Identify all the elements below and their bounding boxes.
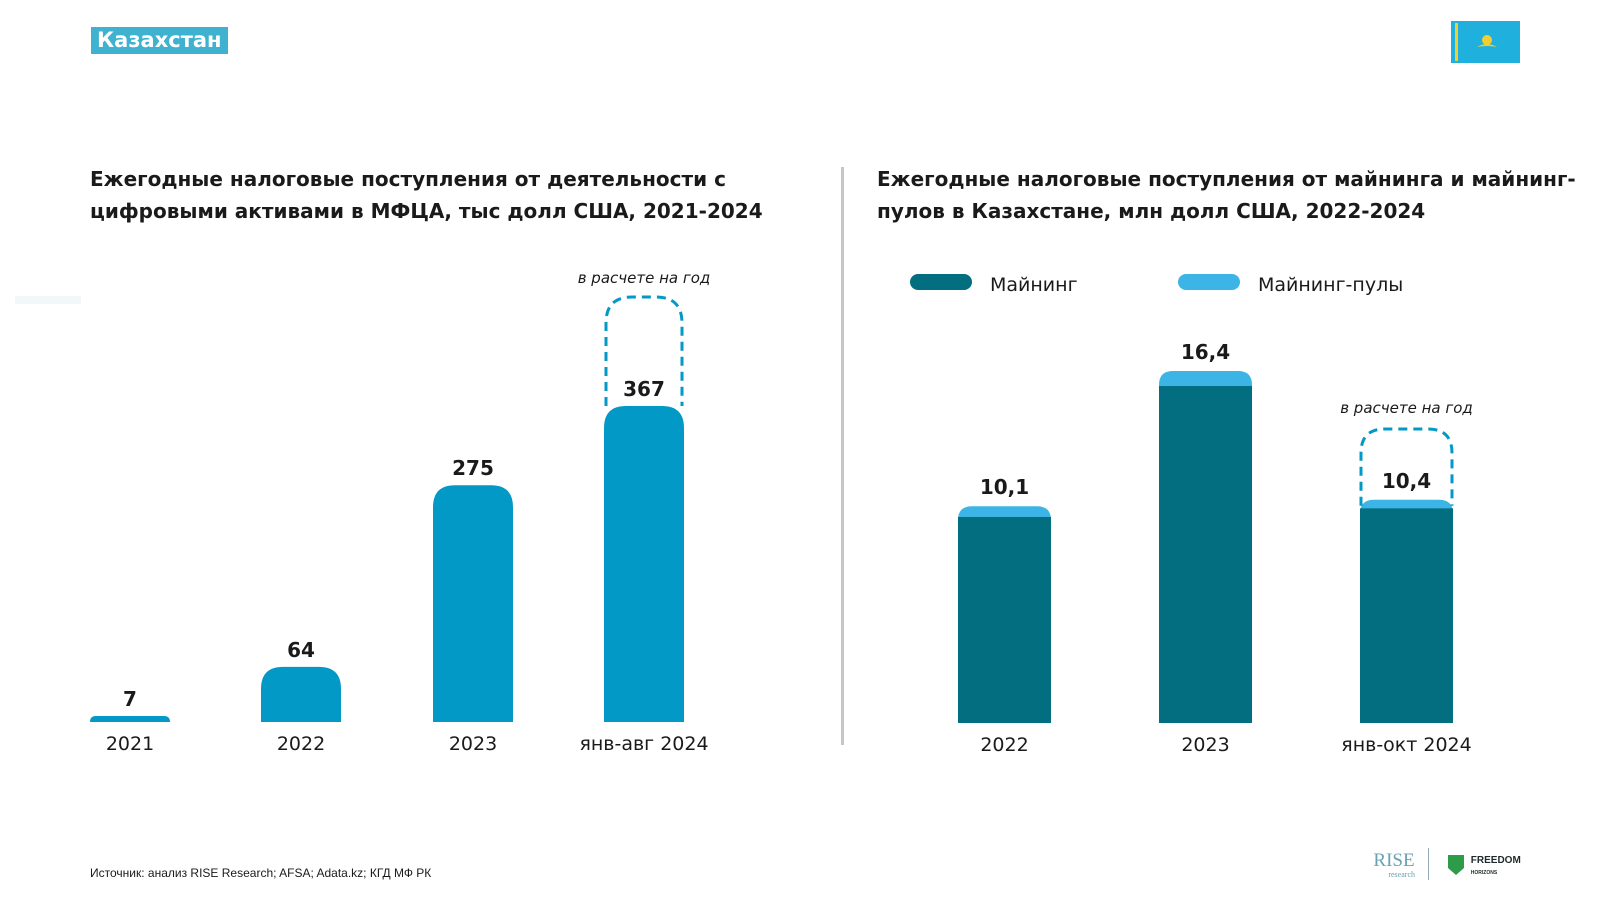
bar-2023: [433, 485, 513, 722]
value-label-янв-авг 2024: 367: [623, 377, 665, 401]
bar-mining-2022: [958, 516, 1051, 723]
annualized-dashed-outline: [604, 295, 684, 406]
left-bar-chart: 7 2021 64 2022 275 2023 367 янв-авг 2024 в расче…: [90, 269, 711, 755]
bar-mining-янв-окт 2024: [1360, 508, 1453, 723]
bar-mining-2023: [1159, 386, 1252, 723]
rise-logo-sub: research: [1388, 870, 1415, 879]
x-tick-янв-авг 2024: янв-авг 2024: [579, 733, 708, 755]
annualized-dashed-outline-right: [1359, 427, 1454, 506]
x-tick-2023: 2023: [1181, 734, 1229, 756]
value-label-2021: 7: [123, 687, 137, 711]
rise-logo-text: RISE: [1373, 850, 1415, 871]
rise-research-logo: RISE research: [1373, 850, 1415, 880]
total-label-2023: 16,4: [1181, 340, 1230, 364]
bar-2022: [261, 666, 341, 722]
freedom-logo-text: FREEDOM: [1470, 855, 1521, 866]
x-tick-2022: 2022: [980, 734, 1028, 756]
country-tag: Казахстан: [91, 27, 228, 54]
total-label-2022: 10,1: [980, 475, 1029, 499]
legend-label-pools: Майнинг-пулы: [1258, 274, 1403, 296]
value-label-2023: 275: [452, 456, 494, 480]
logo-separator: [1428, 848, 1429, 880]
left-chart-title: Ежегодные налоговые поступления от деяте…: [90, 167, 763, 223]
annualized-annotation: в расчете на год: [578, 269, 711, 287]
x-tick-2021: 2021: [106, 733, 154, 755]
x-tick-2022: 2022: [277, 733, 325, 755]
bar-2021: [90, 715, 170, 722]
legend-swatch-mining: [910, 274, 972, 290]
shield-icon: [1448, 855, 1464, 875]
right-stacked-bar-chart: Майнинг Майнинг-пулы 10,1 2022 16,4 2023 10,4 я…: [910, 274, 1473, 756]
source-note: Источник: анализ RISE Research; AFSA; Ad…: [90, 866, 432, 880]
x-tick-янв-окт 2024: янв-окт 2024: [1341, 734, 1471, 756]
x-tick-2023: 2023: [449, 733, 497, 755]
freedom-logo-sub: HORIZONS: [1470, 870, 1498, 876]
total-label-янв-окт 2024: 10,4: [1382, 469, 1431, 493]
freedom-horizons-logo: FREEDOM HORIZONS: [1448, 855, 1521, 877]
right-chart-title: Ежегодные налоговые поступления от майни…: [877, 167, 1576, 223]
kazakhstan-flag-icon: [1451, 21, 1520, 63]
bar-янв-авг 2024: [604, 406, 684, 722]
decorative-line: [15, 296, 81, 304]
legend-label-mining: Майнинг: [990, 274, 1078, 296]
value-label-2022: 64: [287, 638, 315, 662]
chart-divider: [841, 167, 844, 745]
annualized-annotation-right: в расчете на год: [1340, 399, 1473, 417]
legend-swatch-pools: [1178, 274, 1240, 290]
